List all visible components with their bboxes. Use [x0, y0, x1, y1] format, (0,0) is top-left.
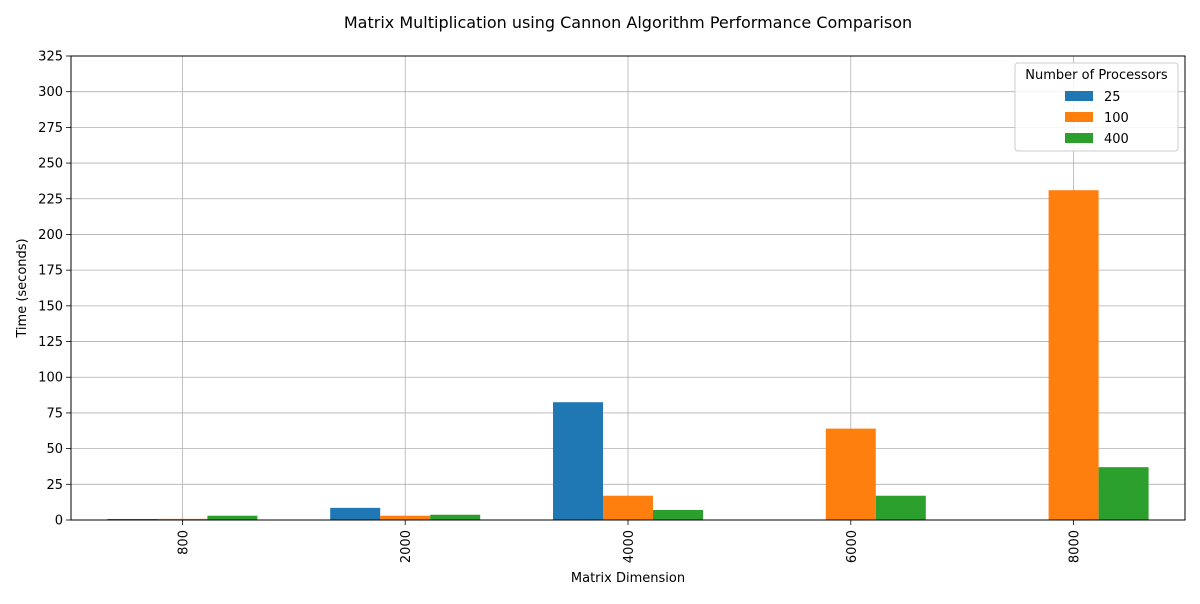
bar [875, 495, 926, 520]
y-tick-label: 200 [38, 228, 63, 243]
y-tick-label: 300 [38, 85, 63, 100]
legend-swatch [1065, 91, 1093, 101]
y-tick-label: 150 [38, 299, 63, 314]
y-tick-label: 175 [38, 264, 63, 279]
y-tick-label: 275 [38, 121, 63, 136]
y-tick-label: 225 [38, 192, 63, 207]
bar [380, 515, 431, 520]
bar [157, 518, 208, 520]
x-tick-label: 6000 [845, 530, 860, 563]
legend-box [1014, 62, 1179, 152]
bar [207, 515, 258, 520]
legend-label: 25 [1104, 90, 1121, 105]
y-tick-label: 0 [55, 514, 63, 529]
bar [553, 402, 603, 520]
bar [825, 428, 876, 520]
chart-title: Matrix Multiplication using Cannon Algor… [344, 13, 912, 32]
x-axis-label: Matrix Dimension [571, 571, 685, 586]
y-tick-label: 125 [38, 335, 63, 350]
bar [1048, 190, 1099, 521]
plot-frame [70, 55, 1186, 521]
x-tick-label: 4000 [622, 530, 637, 563]
y-tick-label: 250 [38, 157, 63, 172]
bar [653, 510, 703, 520]
y-tick-label: 75 [46, 406, 63, 421]
x-tick-label: 8000 [1068, 530, 1083, 563]
legend-swatch [1065, 133, 1093, 143]
axes: 0 25 50 75 100 125 150 175 200 225 250 275 300 325 800… [38, 50, 1186, 563]
bar [430, 514, 481, 520]
legend-label: 400 [1104, 132, 1129, 147]
x-tick-label: 2000 [399, 530, 414, 563]
bar [330, 507, 381, 520]
legend-swatch [1065, 112, 1093, 122]
y-tick-label: 100 [38, 371, 63, 386]
legend: Number of Processors 25 100 400 [1014, 62, 1179, 152]
y-axis-label: Time (seconds) [15, 238, 30, 338]
y-tick-label: 325 [38, 50, 63, 65]
bar [1098, 467, 1149, 520]
legend-label: 100 [1104, 111, 1129, 126]
bars [107, 190, 1149, 521]
y-tick-label: 50 [46, 442, 63, 457]
x-tick-label: 800 [176, 530, 191, 555]
y-tick-label: 25 [46, 478, 63, 493]
legend-title: Number of Processors [1025, 68, 1168, 83]
bar [603, 495, 653, 520]
